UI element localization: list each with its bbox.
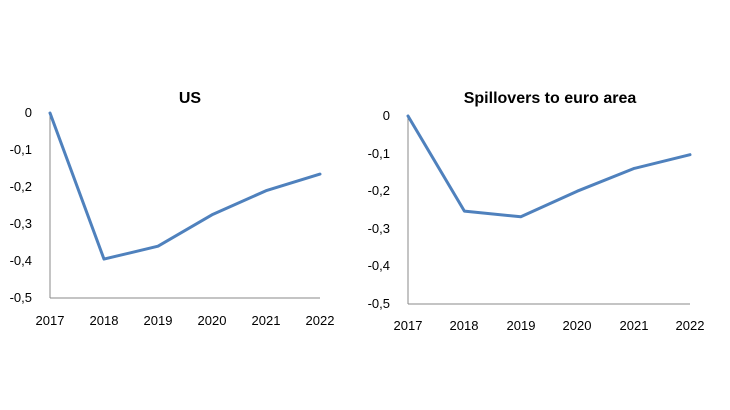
y-tick-labels: 0 -0,1 -0,2 -0,3 -0,4 -0,5: [368, 108, 390, 311]
x-tick-label: 2019: [507, 318, 536, 333]
series-line: [406, 114, 692, 219]
chart-us: US 0 -0,1 -0,2 -0,3 -0,4 -0,5 2017 2018 …: [10, 90, 335, 328]
chart-spillovers-euro-area: Spillovers to euro area 0 -0,1 -0,2 -0,3…: [368, 90, 705, 333]
y-tick-label: -0,5: [10, 290, 32, 305]
y-tick-label: 0: [25, 105, 32, 120]
x-tick-label: 2022: [676, 318, 705, 333]
x-tick-label: 2018: [450, 318, 479, 333]
chart-title: US: [179, 90, 202, 107]
y-tick-label: -0,4: [368, 258, 390, 273]
y-tick-label: -0,4: [10, 253, 32, 268]
y-tick-label: -0,3: [368, 221, 390, 236]
y-tick-label: -0,2: [368, 183, 390, 198]
x-tick-label: 2020: [198, 313, 227, 328]
y-tick-label: -0,2: [10, 179, 32, 194]
x-tick-label: 2021: [252, 313, 281, 328]
chart-title: Spillovers to euro area: [464, 90, 637, 107]
y-tick-label: 0: [383, 108, 390, 123]
series-line: [48, 111, 322, 261]
y-tick-label: -0,3: [10, 216, 32, 231]
x-tick-labels: 2017 2018 2019 2020 2021 2022: [36, 313, 335, 328]
y-tick-label: -0,1: [368, 146, 390, 161]
x-tick-label: 2017: [394, 318, 423, 333]
x-tick-label: 2019: [144, 313, 173, 328]
x-tick-label: 2018: [90, 313, 119, 328]
y-tick-labels: 0 -0,1 -0,2 -0,3 -0,4 -0,5: [10, 105, 32, 305]
y-tick-label: -0,5: [368, 296, 390, 311]
x-tick-label: 2021: [620, 318, 649, 333]
x-tick-label: 2017: [36, 313, 65, 328]
y-tick-label: -0,1: [10, 142, 32, 157]
x-tick-label: 2020: [563, 318, 592, 333]
x-tick-label: 2022: [306, 313, 335, 328]
x-tick-labels: 2017 2018 2019 2020 2021 2022: [394, 318, 705, 333]
